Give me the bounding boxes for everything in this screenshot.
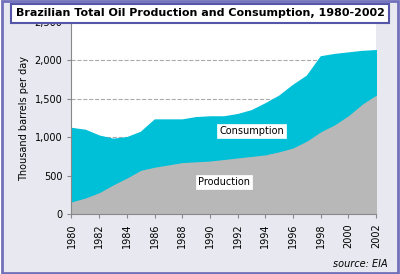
Text: Brazilian Total Oil Production and Consumption, 1980-2002: Brazilian Total Oil Production and Consu… [16, 8, 384, 18]
Text: source: EIA: source: EIA [333, 259, 388, 269]
Text: Consumption: Consumption [219, 126, 284, 136]
Text: Production: Production [198, 177, 250, 187]
Y-axis label: Thousand barrels per day: Thousand barrels per day [19, 56, 29, 181]
